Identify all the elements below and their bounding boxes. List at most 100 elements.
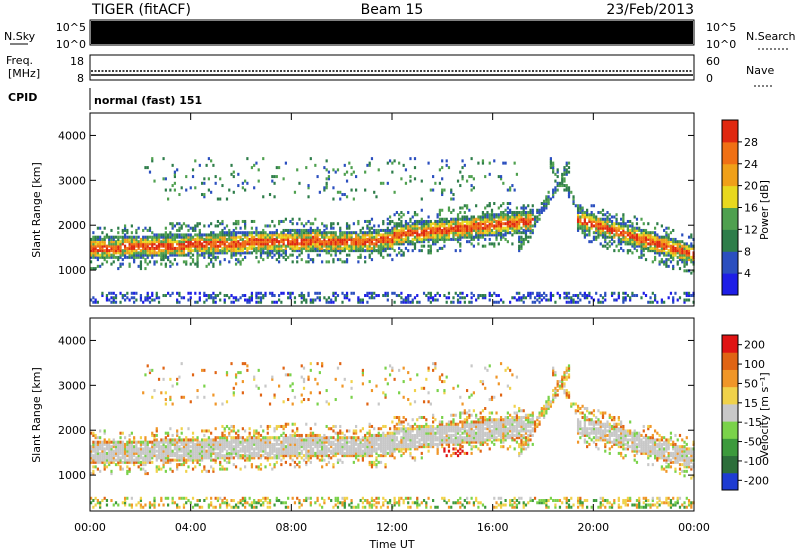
data-cell [430,301,432,304]
data-cell [273,436,275,439]
data-cell [237,173,239,176]
data-cell [355,231,357,234]
data-cell [194,465,196,468]
data-cell [221,454,223,457]
data-cell [579,204,581,207]
data-cell [129,504,131,507]
data-cell [162,438,164,441]
data-cell [194,263,196,266]
data-cell [629,220,631,223]
data-cell [212,263,214,266]
data-cell [452,296,454,299]
data-cell [262,195,264,198]
y-tick-label: 3000 [58,174,86,187]
data-cell [554,180,556,183]
data-cell [142,301,144,304]
data-cell [160,249,162,252]
data-cell [192,468,194,471]
data-cell [258,499,260,502]
data-cell [301,394,303,397]
data-cell [283,220,285,223]
data-cell [149,227,151,230]
cpid-row: CPID normal (fast) 151 [8,88,202,110]
data-cell [461,159,463,162]
data-cell [217,294,219,297]
data-cell [122,461,124,464]
data-cell [640,296,642,299]
data-cell [203,396,205,399]
data-cell [285,218,287,221]
data-cell [144,436,146,439]
data-cell [119,465,121,468]
data-cell [307,229,309,232]
data-cell [652,231,654,234]
data-cell [301,504,303,507]
data-cell [212,459,214,462]
data-cell [471,189,473,192]
data-cell [208,224,210,227]
data-cell [126,292,128,295]
data-cell [532,292,534,295]
data-cell [181,432,183,435]
data-cell [412,249,414,252]
data-cell [307,220,309,223]
data-cell [110,292,112,295]
data-cell [400,211,402,214]
data-cell [375,294,377,297]
data-cell [615,218,617,221]
data-cell [312,229,314,232]
data-cell [151,236,153,239]
data-cell [258,296,260,299]
data-cell [625,292,627,295]
data-cell [237,236,239,239]
data-cell [106,260,108,263]
data-cell [326,260,328,263]
data-cell [489,202,491,205]
data-cell [153,497,155,500]
data-cell [640,229,642,232]
data-cell [224,501,226,504]
data-cell [350,292,352,295]
data-cell [600,294,602,297]
data-cell [260,454,262,457]
data-cell [477,222,479,225]
data-cell [113,438,115,441]
data-cell [398,222,400,225]
data-cell [92,465,94,468]
data-cell [525,211,527,214]
data-cell [264,385,266,388]
data-cell [249,251,251,254]
data-cell [649,301,651,304]
data-cell [129,434,131,437]
nsearch-label: N.Search [746,30,796,43]
data-cell [201,233,203,236]
data-cell [346,195,348,198]
data-cell [427,296,429,299]
data-cell [629,249,631,252]
data-cell [398,162,400,165]
data-cell [239,236,241,239]
data-cell [255,256,257,259]
data-cell [244,294,246,297]
data-cell [258,387,260,390]
data-cell [239,227,241,230]
data-cell [185,245,187,248]
data-cell [686,269,688,272]
data-cell [249,231,251,234]
data-cell [174,258,176,261]
data-cell [115,441,117,444]
data-cell [430,189,432,192]
data-cell [176,263,178,266]
data-cell [249,504,251,507]
data-cell [593,213,595,216]
data-cell [124,224,126,227]
data-cell [441,218,443,221]
data-cell [133,436,135,439]
data-cell [640,218,642,221]
data-cell [185,189,187,192]
data-cell [235,373,237,376]
data-cell [412,222,414,225]
data-cell [427,249,429,252]
data-cell [92,499,94,502]
data-cell [167,256,169,259]
